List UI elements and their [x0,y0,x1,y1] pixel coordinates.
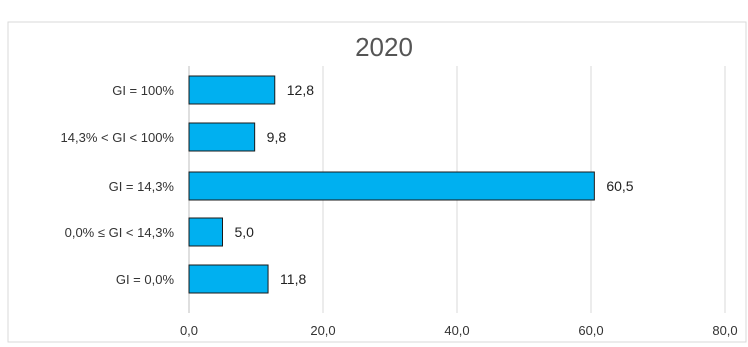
bar [188,171,595,201]
data-label: 12,8 [287,82,314,98]
chart-title: 2020 [355,32,413,62]
bar [188,122,256,152]
data-label: 60,5 [606,178,633,194]
data-label: 11,8 [280,271,306,287]
category-label: GI = 14,3% [109,179,175,194]
category-label: 14,3% < GI < 100% [61,130,175,145]
bar [188,217,223,247]
data-label: 9,8 [267,129,287,145]
x-tick-label: 40,0 [444,323,469,338]
category-label: GI = 100% [112,83,174,98]
x-tick-label: 60,0 [578,323,603,338]
x-axis-tick-labels: 0,0 20,0 40,0 60,0 80,0 [180,323,738,338]
data-label: 5,0 [235,224,255,240]
x-tick-label: 80,0 [712,323,737,338]
bar [188,75,276,105]
category-label: GI = 0,0% [116,272,175,287]
data-labels: 12,8 9,8 60,5 5,0 11,8 [235,82,634,287]
category-label: 0,0% ≤ GI < 14,3% [65,225,175,240]
bars [188,75,595,294]
bar [188,264,269,294]
x-tick-label: 20,0 [310,323,335,338]
x-tick-label: 0,0 [180,323,198,338]
category-labels: GI = 100% 14,3% < GI < 100% GI = 14,3% 0,0%… [61,83,175,287]
